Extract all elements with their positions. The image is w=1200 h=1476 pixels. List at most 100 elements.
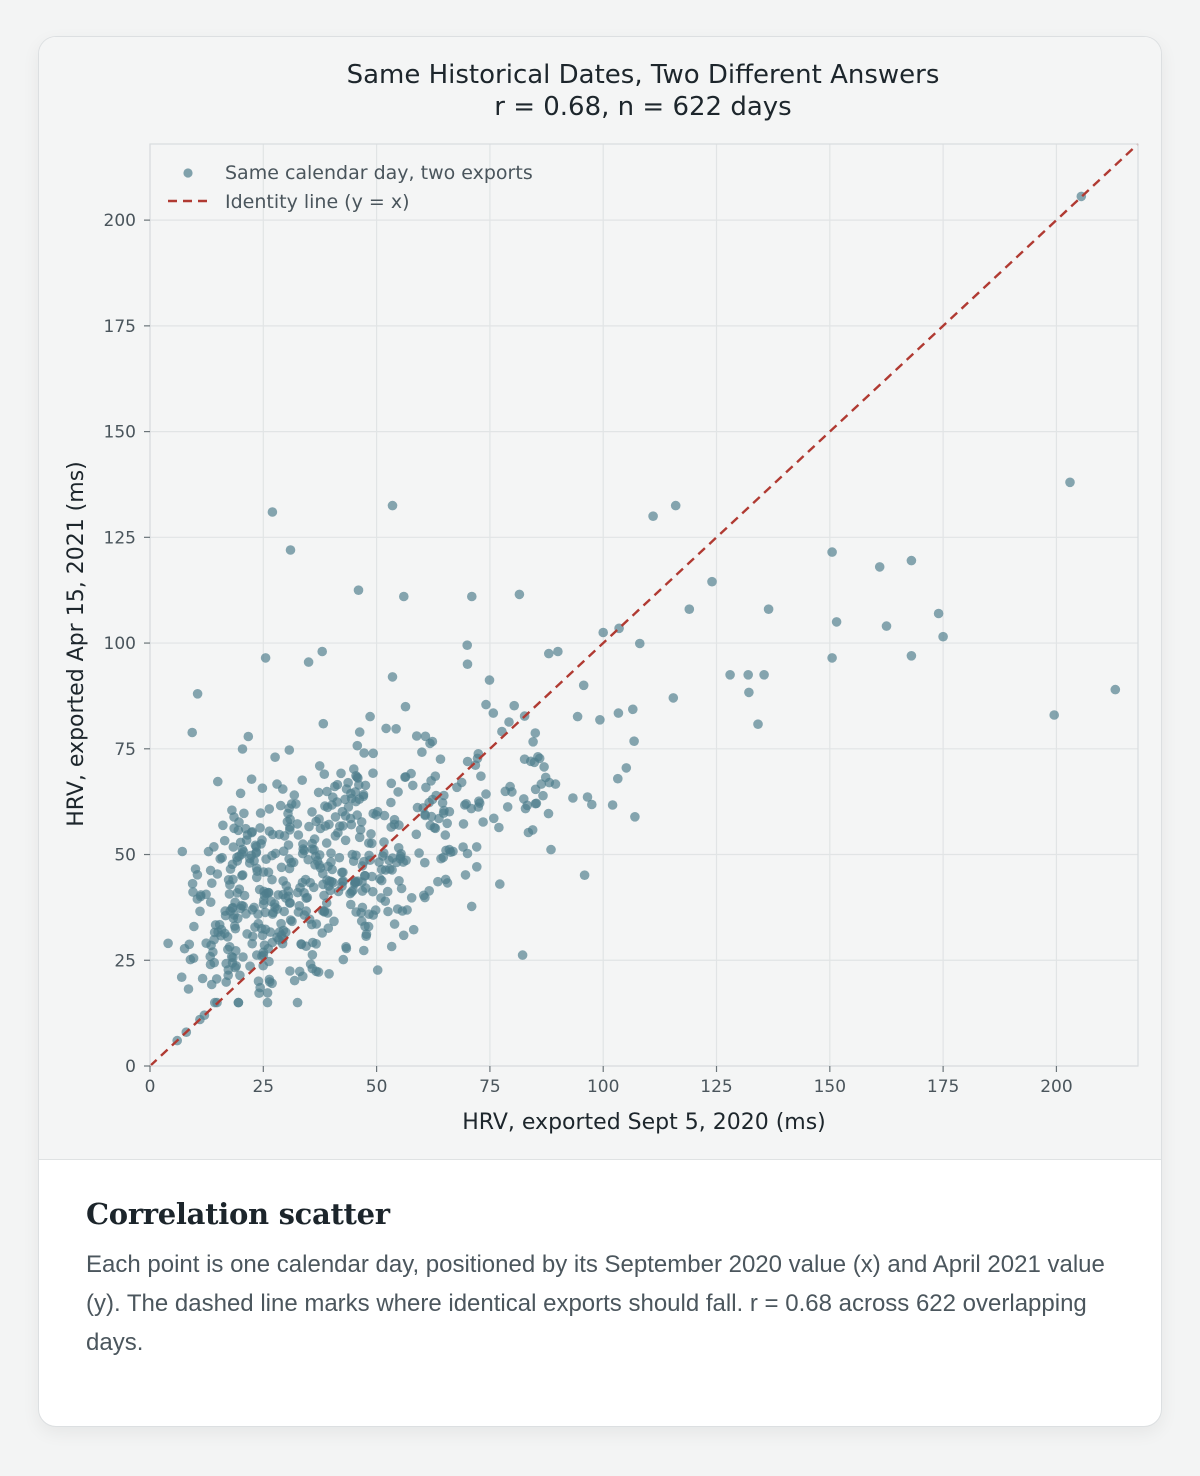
data-point [352, 740, 363, 751]
data-point [284, 745, 295, 755]
data-point [229, 823, 239, 834]
data-points [163, 191, 1121, 1046]
data-point [239, 808, 249, 819]
data-point [393, 787, 403, 797]
data-point [330, 812, 341, 822]
data-point [303, 854, 314, 865]
data-point [568, 793, 578, 803]
data-point [262, 988, 273, 998]
data-point [321, 898, 332, 908]
x-axis-ticks: 0 25 50 75 100 125 150 175 200 [145, 1066, 1073, 1097]
data-point [346, 788, 356, 799]
data-point [379, 837, 389, 847]
data-point [319, 769, 330, 779]
data-point [437, 798, 448, 808]
data-point [530, 798, 541, 809]
data-point [1065, 477, 1075, 488]
data-point [341, 943, 352, 954]
data-point [315, 823, 326, 834]
data-point [291, 799, 301, 809]
data-point [386, 941, 397, 952]
data-point [933, 608, 944, 619]
data-point [1049, 710, 1059, 720]
data-point [312, 856, 323, 866]
data-point [301, 906, 312, 916]
data-point [276, 918, 286, 929]
data-point [248, 931, 258, 942]
data-point [540, 772, 551, 783]
data-point [366, 829, 376, 839]
data-point [238, 901, 248, 911]
data-point [317, 646, 328, 657]
data-point [205, 897, 216, 907]
data-point [289, 790, 300, 800]
data-point [243, 731, 254, 742]
data-point [414, 848, 424, 858]
data-point [324, 819, 334, 830]
data-point [307, 950, 318, 960]
data-point [462, 659, 473, 669]
data-point [478, 817, 488, 827]
data-point [335, 821, 345, 831]
data-point [278, 934, 288, 944]
data-point [408, 924, 419, 935]
data-point [197, 973, 208, 984]
data-point [326, 848, 336, 858]
data-point [399, 591, 409, 602]
data-point [323, 881, 334, 891]
data-point [906, 651, 917, 661]
data-point [743, 670, 753, 680]
data-point [354, 780, 364, 790]
data-point [386, 778, 397, 789]
data-point [433, 876, 443, 887]
data-point [225, 864, 236, 874]
data-point [313, 787, 324, 798]
data-point [522, 800, 533, 811]
data-point [336, 768, 346, 779]
x-axis-label: HRV, exported Sept 5, 2020 (ms) [462, 1110, 826, 1135]
data-point [192, 894, 203, 904]
data-point [517, 950, 528, 960]
data-point [827, 653, 837, 663]
legend-point-marker [183, 168, 193, 178]
data-point [296, 939, 307, 950]
data-point [297, 848, 308, 859]
chart-subtitle: r = 0.68, n = 622 days [494, 92, 791, 122]
data-point [458, 819, 469, 829]
caption: Correlation scatter Each point is one ca… [86, 1197, 1106, 1362]
data-point [408, 780, 418, 791]
data-point [257, 835, 267, 845]
data-point [359, 856, 369, 867]
data-point [376, 893, 386, 903]
data-point [484, 675, 495, 685]
data-point [579, 870, 590, 880]
data-point [192, 689, 203, 699]
data-point [284, 898, 295, 908]
data-point [648, 511, 658, 521]
data-point [744, 687, 754, 698]
y-tick-label: 0 [125, 1057, 136, 1077]
data-point [258, 867, 269, 877]
data-point [285, 545, 296, 555]
data-point [359, 748, 369, 758]
data-point [360, 870, 370, 881]
data-point [411, 829, 422, 840]
data-point [329, 916, 339, 927]
data-point [607, 800, 618, 810]
data-point [183, 984, 194, 994]
data-point [177, 846, 188, 857]
data-point [321, 838, 332, 848]
data-point [707, 576, 717, 587]
data-point [338, 954, 349, 965]
data-point [314, 814, 324, 824]
data-point [527, 825, 538, 835]
data-point [229, 812, 239, 822]
data-point [322, 802, 333, 813]
data-point [322, 786, 332, 797]
data-point [500, 786, 511, 797]
data-point [218, 820, 228, 831]
data-point [176, 972, 187, 982]
data-point [284, 863, 295, 874]
data-point [221, 977, 231, 987]
data-point [424, 886, 435, 896]
